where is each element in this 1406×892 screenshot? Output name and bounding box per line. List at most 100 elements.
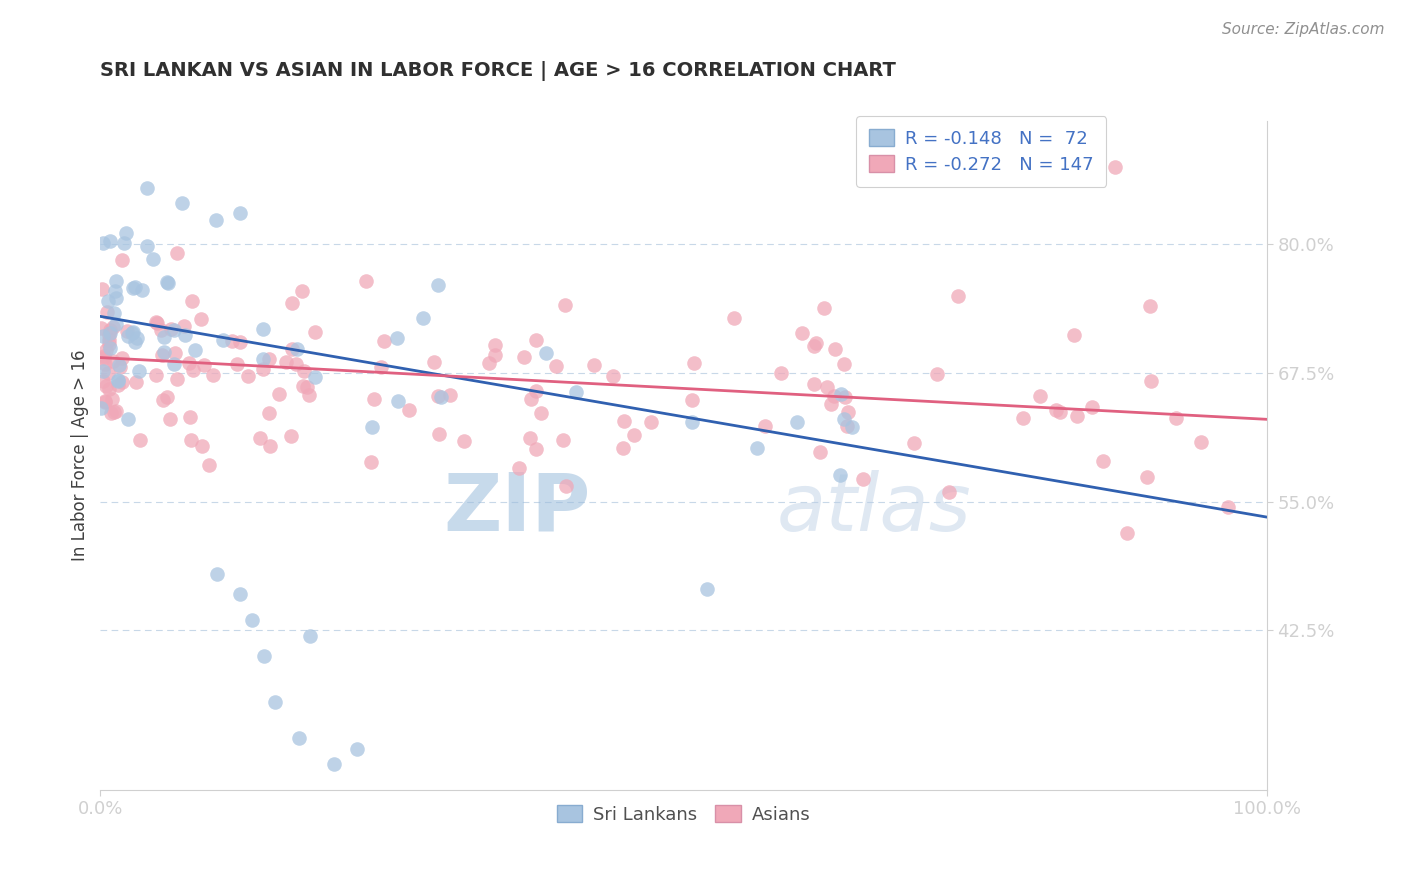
Y-axis label: In Labor Force | Age > 16: In Labor Force | Age > 16 — [72, 350, 89, 561]
Point — [252, 352, 274, 367]
Text: SRI LANKAN VS ASIAN IN LABOR FORCE | AGE > 16 CORRELATION CHART: SRI LANKAN VS ASIAN IN LABOR FORCE | AGE… — [100, 61, 896, 80]
Point — [163, 323, 186, 337]
Point — [98, 326, 121, 341]
Point — [111, 252, 134, 267]
Point — [107, 374, 129, 388]
Point — [145, 368, 167, 382]
Point — [198, 458, 221, 472]
Point — [837, 405, 859, 419]
Point — [524, 442, 547, 457]
Point — [191, 439, 214, 453]
Point — [837, 419, 859, 434]
Point — [373, 334, 395, 348]
Point — [536, 346, 558, 360]
Point — [354, 274, 377, 288]
Point — [1136, 470, 1159, 484]
Point — [769, 366, 792, 380]
Point — [285, 358, 308, 372]
Point — [554, 298, 576, 312]
Point — [1140, 374, 1163, 388]
Point — [205, 213, 228, 227]
Point — [426, 389, 449, 403]
Point — [295, 379, 318, 393]
Point — [111, 351, 134, 365]
Point — [565, 384, 588, 399]
Point — [97, 293, 120, 308]
Point — [201, 368, 224, 382]
Point — [815, 380, 838, 394]
Point — [280, 428, 302, 442]
Point — [115, 324, 138, 338]
Point — [170, 196, 193, 211]
Point — [136, 180, 159, 194]
Point — [93, 395, 115, 409]
Point — [803, 339, 825, 353]
Point — [387, 393, 409, 408]
Point — [841, 420, 863, 434]
Point — [681, 392, 703, 407]
Point — [274, 355, 297, 369]
Point — [93, 351, 115, 366]
Point — [159, 412, 181, 426]
Point — [1012, 411, 1035, 425]
Point — [1045, 402, 1067, 417]
Point — [555, 479, 578, 493]
Point — [427, 427, 450, 442]
Point — [257, 352, 280, 367]
Point — [103, 306, 125, 320]
Point — [174, 327, 197, 342]
Point — [105, 404, 128, 418]
Point — [526, 384, 548, 398]
Point — [430, 390, 453, 404]
Point — [804, 335, 827, 350]
Point — [292, 364, 315, 378]
Point — [830, 387, 852, 401]
Point — [128, 363, 150, 377]
Point — [602, 369, 624, 384]
Point — [240, 613, 263, 627]
Point — [121, 326, 143, 340]
Point — [225, 357, 247, 371]
Point — [91, 235, 114, 250]
Point — [824, 342, 846, 356]
Point — [786, 415, 808, 429]
Point — [117, 328, 139, 343]
Point — [122, 280, 145, 294]
Point — [530, 407, 553, 421]
Point — [304, 325, 326, 339]
Point — [832, 357, 855, 371]
Point — [361, 419, 384, 434]
Point — [1029, 389, 1052, 403]
Point — [754, 419, 776, 434]
Point — [927, 368, 949, 382]
Point — [91, 328, 114, 343]
Point — [114, 227, 136, 241]
Point — [478, 355, 501, 369]
Point — [544, 359, 567, 373]
Point — [238, 369, 260, 384]
Point — [108, 360, 131, 375]
Point — [145, 316, 167, 330]
Point — [96, 305, 118, 319]
Point — [520, 392, 543, 406]
Point — [551, 434, 574, 448]
Point — [100, 407, 122, 421]
Point — [281, 296, 304, 310]
Point — [398, 403, 420, 417]
Text: ZIP: ZIP — [443, 470, 591, 548]
Point — [90, 401, 112, 415]
Point — [98, 323, 121, 337]
Point — [101, 392, 124, 406]
Point — [156, 275, 179, 289]
Point — [159, 322, 181, 336]
Point — [94, 378, 117, 392]
Point — [94, 357, 117, 371]
Point — [439, 388, 461, 402]
Point — [1115, 525, 1137, 540]
Point — [813, 301, 835, 315]
Point — [179, 409, 201, 424]
Point — [903, 435, 925, 450]
Point — [125, 331, 148, 345]
Point — [683, 356, 706, 370]
Text: atlas: atlas — [778, 470, 972, 548]
